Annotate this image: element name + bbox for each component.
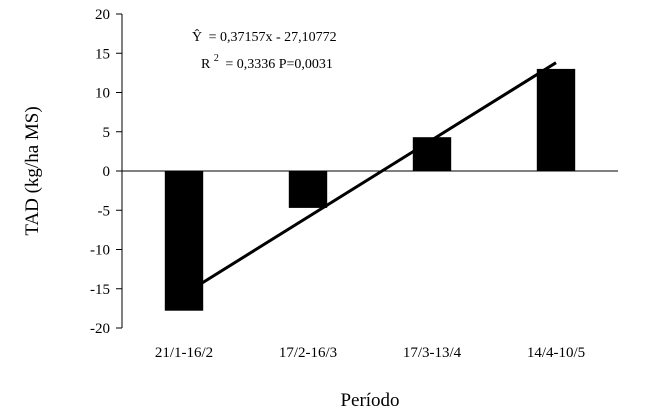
- bar-3: [412, 137, 452, 171]
- r2-annotation: R 2 = 0,3336 P=0,0031: [201, 50, 333, 72]
- x-category-label: 14/4-10/5: [527, 345, 585, 361]
- equation-lhs: Ŷ: [192, 28, 202, 45]
- y-tick-label: 5: [103, 125, 111, 141]
- y-tick-label: -10: [90, 243, 110, 259]
- r2-exponent: 2: [214, 53, 219, 64]
- x-category-label: 17/3-13/4: [403, 345, 462, 361]
- y-tick-label: 20: [95, 7, 110, 23]
- r2-symbol: R: [201, 57, 211, 72]
- trend-line: [183, 61, 557, 296]
- equation-rhs: = 0,37157x - 27,10772: [209, 30, 337, 45]
- y-tick-label: 15: [95, 46, 110, 62]
- y-tick-label: -15: [90, 282, 110, 298]
- y-tick-label: 0: [103, 164, 111, 180]
- y-tick-label: -20: [90, 321, 110, 337]
- bar-2: [288, 171, 328, 208]
- x-category-label: 21/1-16/2: [155, 345, 213, 361]
- x-axis-title: Período: [340, 390, 399, 411]
- x-category-label: 17/2-16/3: [279, 345, 337, 361]
- bar-4: [536, 68, 576, 171]
- y-tick-label: 10: [95, 86, 110, 102]
- x-ticks-layer: 21/1-16/2 17/2-16/3 17/3-13/4 14/4-10/5: [155, 345, 585, 361]
- y-ticks-layer: 20 15 10 5 0 -5 -10 -15 -20: [90, 7, 122, 337]
- equation-annotation: Ŷ = 0,37157x - 27,10772: [192, 28, 337, 45]
- y-tick-label: -5: [98, 203, 111, 219]
- r2-rest: = 0,3336 P=0,0031: [225, 57, 333, 72]
- y-axis-title: TAD (kg/ha MS): [22, 106, 43, 235]
- bars-layer: [164, 68, 576, 311]
- bar-1: [164, 171, 204, 311]
